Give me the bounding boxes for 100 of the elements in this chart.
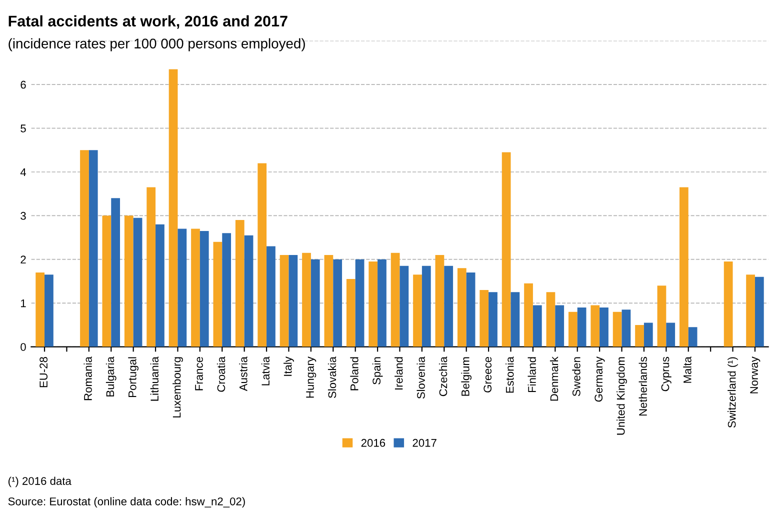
- bar: [355, 259, 364, 347]
- bar: [413, 274, 422, 347]
- bar: [390, 252, 400, 347]
- x-tick-label: Italy: [284, 356, 294, 376]
- bar: [133, 218, 142, 347]
- bar: [635, 324, 644, 347]
- bar: [333, 259, 342, 347]
- x-tick-label: Sweden: [572, 357, 580, 396]
- x-tick-label: Finland: [528, 357, 536, 392]
- x-tick-label: Norway: [750, 356, 760, 394]
- bar: [600, 307, 608, 347]
- x-tick-label: Ireland: [394, 357, 403, 390]
- source-note: Source: Eurostat (online data code: hsw_n2_02): [8, 497, 245, 508]
- legend-label: 2017: [412, 438, 436, 447]
- x-tick-label: Netherlands: [638, 356, 647, 416]
- bar: [346, 279, 356, 347]
- x-tick-label: Luxembourg: [172, 357, 183, 418]
- bar: [524, 283, 533, 347]
- bar: [590, 305, 600, 347]
- x-tick-label: Denmark: [550, 356, 558, 401]
- bar: [444, 266, 454, 347]
- x-tick-label: Lithuania: [150, 356, 159, 401]
- bar: [288, 255, 298, 347]
- x-tick-label: Spain: [372, 357, 383, 384]
- x-tick-label: Latvia: [261, 356, 270, 386]
- x-tick-label: Belgium: [461, 357, 472, 396]
- bar: [102, 216, 112, 347]
- bar: [754, 276, 764, 347]
- bar: [666, 322, 676, 347]
- bar: [688, 327, 698, 347]
- bar: [222, 233, 232, 347]
- bar: [168, 69, 178, 347]
- bar: [577, 307, 586, 347]
- x-tick-label: Hungary: [306, 356, 316, 398]
- x-tick-label: Switzerland (¹): [728, 357, 738, 428]
- bar: [324, 255, 334, 347]
- bar: [258, 163, 267, 347]
- bar: [502, 152, 511, 347]
- bar: [124, 216, 134, 347]
- y-tick-label: 4: [20, 168, 26, 176]
- bar: [457, 268, 466, 347]
- x-tick-label: Czechia: [438, 356, 448, 396]
- bar: [191, 228, 200, 347]
- x-tick-label: Germany: [594, 356, 605, 402]
- bar: [546, 292, 556, 347]
- bar: [622, 310, 631, 347]
- x-tick-label: Cyprus: [661, 356, 672, 392]
- x-tick-label: Romania: [84, 356, 92, 400]
- x-tick-label: Portugal: [128, 357, 139, 397]
- bar: [178, 228, 187, 347]
- bar: [200, 230, 209, 347]
- bar: [368, 262, 378, 347]
- chart-subtitle: (incidence rates per 100 000 persons employed): [8, 38, 305, 52]
- x-tick-label: Greece: [484, 357, 492, 392]
- bar: [435, 255, 444, 347]
- y-tick-label: 3: [20, 212, 26, 220]
- bar: [400, 266, 409, 347]
- bar: [213, 242, 222, 347]
- bar: [644, 322, 653, 347]
- x-tick-label: Austria: [239, 356, 248, 392]
- bar: [310, 259, 320, 347]
- bar: [532, 305, 542, 347]
- text: (¹) 2016 data: [8, 476, 72, 488]
- x-tick-label: United Kingdom: [616, 357, 627, 435]
- x-tick-label: Poland: [350, 357, 358, 390]
- y-tick-label: 2: [20, 256, 26, 264]
- bar: [280, 255, 289, 347]
- x-tick-label: Malta: [683, 356, 692, 383]
- y-tick-label: 5: [20, 124, 26, 132]
- x-tick-label: Croatia: [216, 356, 226, 392]
- bar: [612, 312, 622, 347]
- bar: [480, 290, 489, 347]
- bar: [146, 187, 156, 347]
- y-tick-label: 1: [21, 299, 26, 308]
- x-tick-label: EU-28: [40, 357, 48, 388]
- bar: [422, 266, 431, 347]
- bar: [510, 292, 520, 347]
- y-tick-label: 0: [20, 343, 26, 351]
- bar: [466, 272, 476, 347]
- legend-label: 2016: [361, 438, 386, 447]
- y-tick-label: 6: [20, 80, 26, 89]
- bar: [746, 274, 755, 347]
- bar: [555, 305, 564, 347]
- bar: [378, 259, 386, 347]
- bar: [679, 187, 688, 347]
- chart-title: Fatal accidents at work, 2016 and 2017: [8, 15, 288, 29]
- bar: [36, 272, 45, 347]
- x-tick-label: Bulgaria: [106, 356, 116, 396]
- bar: [488, 292, 498, 347]
- bar: [724, 262, 733, 347]
- bar: [266, 246, 276, 347]
- x-tick-label: France: [195, 357, 203, 390]
- bar: [80, 150, 89, 347]
- bar: [302, 252, 311, 347]
- bar: [44, 274, 54, 347]
- x-tick-label: Slovenia: [416, 356, 425, 399]
- x-tick-label: Slovakia: [328, 356, 336, 398]
- bar: [568, 312, 578, 347]
- bar: [244, 235, 254, 347]
- bar: [88, 150, 98, 347]
